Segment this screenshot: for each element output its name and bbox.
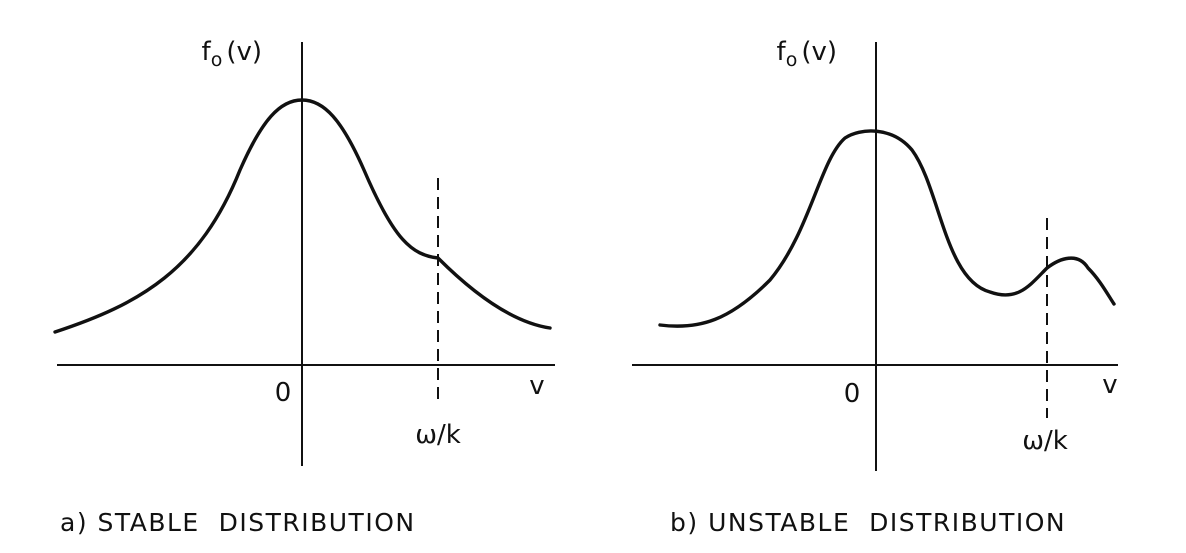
stable-x-axis-label: v — [529, 371, 544, 401]
unstable-y-label-sub: o — [786, 49, 798, 71]
stable-phase-velocity-label: ω/k — [415, 420, 461, 450]
unstable-y-axis-label: fo (v) — [777, 37, 837, 71]
stable-distribution-curve — [53, 98, 552, 334]
stable-caption: a) STABLE DISTRIBUTION — [60, 508, 416, 537]
stable-y-label-arg: (v) — [226, 37, 262, 67]
unstable-y-label-f: f — [777, 37, 787, 67]
unstable-phase-velocity-label: ω/k — [1022, 426, 1068, 456]
unstable-distribution-curve — [658, 129, 1116, 328]
unstable-caption: b) UNSTABLE DISTRIBUTION — [670, 508, 1066, 537]
panel-unstable: fo (v) 0 v ω/k b) UNSTABLE DISTRIBUTION — [632, 37, 1118, 537]
unstable-origin-label: 0 — [844, 379, 861, 409]
panel-stable: fo (v) 0 v ω/k a) STABLE DISTRIBUTION — [53, 37, 555, 537]
stable-y-axis-label: fo (v) — [202, 37, 262, 71]
unstable-y-label-arg: (v) — [801, 37, 837, 67]
stable-y-label-f: f — [202, 37, 212, 67]
unstable-x-axis-label: v — [1102, 370, 1117, 400]
stable-origin-label: 0 — [275, 378, 292, 408]
stable-y-label-sub: o — [211, 49, 223, 71]
